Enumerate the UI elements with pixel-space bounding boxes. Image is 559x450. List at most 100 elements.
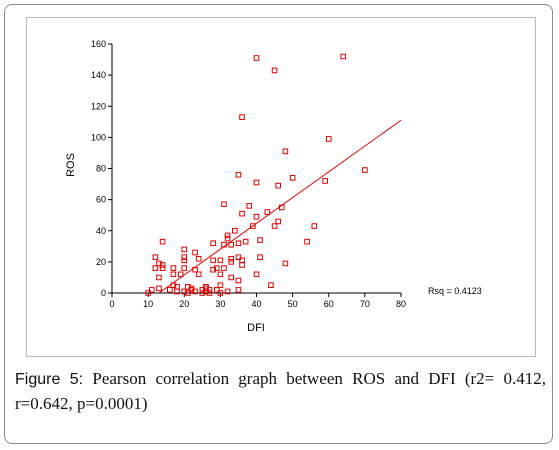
data-point xyxy=(235,171,242,178)
data-point xyxy=(185,290,191,296)
data-point xyxy=(253,271,260,278)
data-point xyxy=(275,182,281,189)
data-point xyxy=(235,277,242,284)
x-tick-label: 50 xyxy=(288,299,298,309)
data-point xyxy=(206,287,213,293)
data-point xyxy=(257,254,263,261)
data-point xyxy=(282,148,289,155)
data-point xyxy=(181,254,188,261)
figure-label: Figure 5: xyxy=(15,371,84,388)
data-point xyxy=(181,288,188,295)
data-point xyxy=(217,271,224,278)
y-tick-label: 20 xyxy=(96,257,106,267)
data-point xyxy=(235,287,242,293)
y-tick-label: 160 xyxy=(91,39,106,49)
data-point xyxy=(257,237,263,243)
x-tick-label: 40 xyxy=(251,299,261,309)
x-tick-label: 0 xyxy=(109,299,114,309)
data-point xyxy=(192,288,198,295)
data-point xyxy=(213,265,220,271)
data-point xyxy=(170,265,177,271)
data-point xyxy=(325,136,332,142)
figure-caption: Figure 5: Pearson correlation graph betw… xyxy=(15,367,546,416)
y-tick-label: 60 xyxy=(96,195,106,205)
y-tick-label: 40 xyxy=(96,226,106,236)
data-point xyxy=(217,282,224,289)
data-point xyxy=(156,260,162,267)
data-point xyxy=(228,255,235,262)
data-point xyxy=(203,288,209,295)
data-point xyxy=(148,287,155,293)
data-point xyxy=(145,290,151,296)
y-tick-label: 0 xyxy=(101,288,106,298)
data-point xyxy=(199,290,206,296)
x-tick-label: 20 xyxy=(179,299,189,309)
y-tick-label: 100 xyxy=(91,132,106,142)
data-point xyxy=(235,240,242,246)
x-tick-label: 10 xyxy=(143,299,153,309)
data-point xyxy=(181,265,188,271)
data-point xyxy=(228,241,235,248)
y-axis-title: ROS xyxy=(65,153,77,177)
y-tick-label: 120 xyxy=(91,101,106,111)
data-point xyxy=(268,282,274,289)
data-point xyxy=(152,265,159,271)
data-point xyxy=(271,67,278,74)
data-point xyxy=(195,255,202,262)
y-tick-label: 80 xyxy=(96,164,106,174)
data-points xyxy=(145,53,368,296)
data-point xyxy=(289,175,296,181)
data-point xyxy=(282,260,289,267)
data-point xyxy=(213,287,220,293)
data-point xyxy=(217,257,224,264)
data-point xyxy=(224,235,231,242)
data-point xyxy=(239,114,245,120)
data-point xyxy=(221,201,227,208)
rsq-label: Rsq = 0.4123 xyxy=(428,286,482,296)
data-point xyxy=(250,223,256,229)
data-point xyxy=(181,246,188,253)
data-point xyxy=(228,259,235,265)
data-point xyxy=(156,274,162,281)
data-point xyxy=(177,271,184,278)
data-point xyxy=(224,232,231,239)
data-point xyxy=(340,53,346,60)
data-point xyxy=(210,266,216,273)
data-point xyxy=(253,213,260,220)
data-point xyxy=(271,223,278,229)
data-point xyxy=(217,290,224,296)
data-point xyxy=(253,179,260,186)
data-point xyxy=(159,238,166,245)
data-point xyxy=(228,274,235,281)
data-point xyxy=(239,262,245,268)
data-point xyxy=(264,209,271,215)
data-point xyxy=(199,287,206,293)
data-point xyxy=(167,287,173,293)
data-point xyxy=(246,203,253,209)
x-tick-label: 60 xyxy=(324,299,334,309)
fit-line-group xyxy=(158,119,402,294)
data-point xyxy=(362,167,368,173)
data-point xyxy=(311,223,318,229)
data-point xyxy=(188,285,195,292)
x-axis-title: DFI xyxy=(247,322,265,334)
data-point xyxy=(235,254,242,261)
data-point xyxy=(221,265,227,271)
data-point xyxy=(239,210,245,217)
data-point xyxy=(170,271,177,278)
data-point xyxy=(275,218,281,225)
data-point xyxy=(322,178,328,184)
y-tick-label: 140 xyxy=(91,70,106,80)
fit-line xyxy=(158,119,402,294)
data-point xyxy=(174,283,180,290)
data-point xyxy=(210,257,216,264)
data-point xyxy=(181,257,188,264)
data-point xyxy=(156,285,162,292)
x-tick-label: 80 xyxy=(396,299,406,309)
plot-panel xyxy=(26,17,536,357)
data-point xyxy=(195,271,202,278)
x-tick-label: 70 xyxy=(360,299,370,309)
caption-text: Pearson correlation graph between ROS an… xyxy=(15,369,547,413)
x-tick-label: 30 xyxy=(215,299,225,309)
data-point xyxy=(210,240,216,246)
